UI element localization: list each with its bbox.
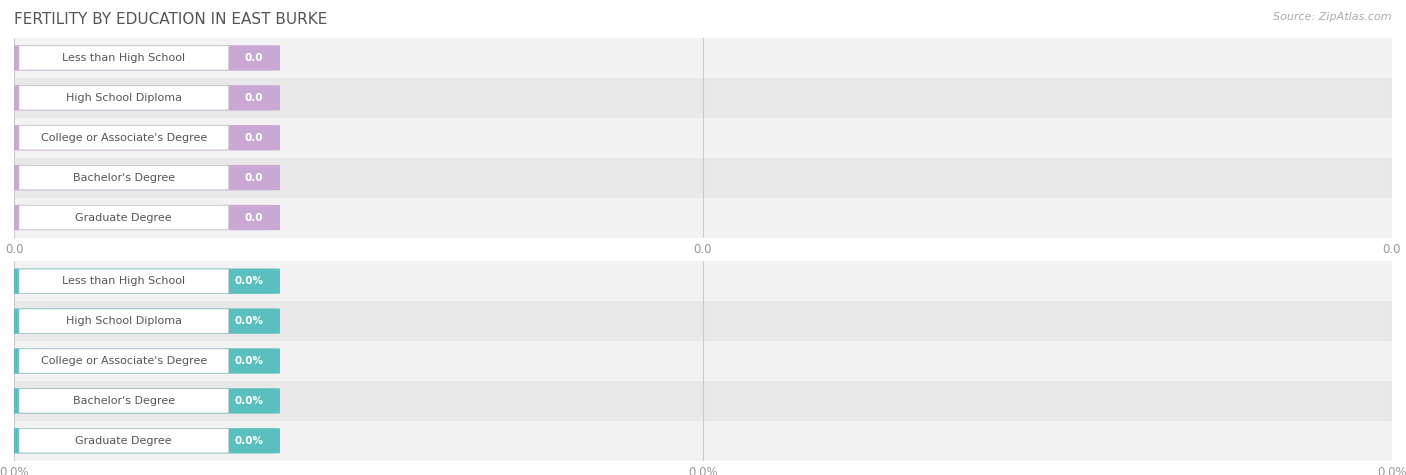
FancyBboxPatch shape [20, 309, 228, 333]
Text: 0.0: 0.0 [245, 133, 263, 143]
FancyBboxPatch shape [8, 85, 280, 111]
FancyBboxPatch shape [8, 268, 280, 294]
Text: Bachelor's Degree: Bachelor's Degree [73, 172, 174, 183]
Text: 0.0: 0.0 [245, 53, 263, 63]
Text: College or Associate's Degree: College or Associate's Degree [41, 356, 207, 366]
Bar [14, 381, 1392, 421]
FancyBboxPatch shape [20, 126, 228, 150]
FancyBboxPatch shape [20, 269, 228, 293]
Bar [14, 38, 1392, 78]
Text: 0.0%: 0.0% [235, 276, 263, 286]
Text: 0.0%: 0.0% [235, 396, 263, 406]
Text: 0.0%: 0.0% [235, 436, 263, 446]
Text: Graduate Degree: Graduate Degree [76, 212, 172, 223]
Text: 0.0: 0.0 [245, 172, 263, 183]
FancyBboxPatch shape [8, 45, 280, 71]
Bar [14, 198, 1392, 238]
Text: High School Diploma: High School Diploma [66, 93, 181, 103]
FancyBboxPatch shape [8, 308, 280, 334]
Text: Graduate Degree: Graduate Degree [76, 436, 172, 446]
Bar [14, 261, 1392, 301]
Text: College or Associate's Degree: College or Associate's Degree [41, 133, 207, 143]
FancyBboxPatch shape [20, 46, 228, 70]
FancyBboxPatch shape [8, 388, 280, 414]
Text: 0.0: 0.0 [245, 93, 263, 103]
FancyBboxPatch shape [20, 389, 228, 413]
FancyBboxPatch shape [8, 205, 280, 230]
Text: Bachelor's Degree: Bachelor's Degree [73, 396, 174, 406]
FancyBboxPatch shape [8, 348, 280, 374]
Text: 0.0: 0.0 [245, 212, 263, 223]
FancyBboxPatch shape [20, 429, 228, 453]
Text: High School Diploma: High School Diploma [66, 316, 181, 326]
Bar [14, 118, 1392, 158]
FancyBboxPatch shape [20, 206, 228, 229]
FancyBboxPatch shape [8, 428, 280, 454]
FancyBboxPatch shape [20, 86, 228, 110]
Bar [14, 78, 1392, 118]
FancyBboxPatch shape [20, 349, 228, 373]
Text: Less than High School: Less than High School [62, 53, 186, 63]
Bar [14, 301, 1392, 341]
Text: FERTILITY BY EDUCATION IN EAST BURKE: FERTILITY BY EDUCATION IN EAST BURKE [14, 12, 328, 27]
Bar [14, 421, 1392, 461]
Text: Source: ZipAtlas.com: Source: ZipAtlas.com [1274, 12, 1392, 22]
FancyBboxPatch shape [8, 125, 280, 151]
Text: Less than High School: Less than High School [62, 276, 186, 286]
Bar [14, 158, 1392, 198]
Text: 0.0%: 0.0% [235, 316, 263, 326]
FancyBboxPatch shape [8, 165, 280, 190]
Bar [14, 341, 1392, 381]
Text: 0.0%: 0.0% [235, 356, 263, 366]
FancyBboxPatch shape [20, 166, 228, 190]
